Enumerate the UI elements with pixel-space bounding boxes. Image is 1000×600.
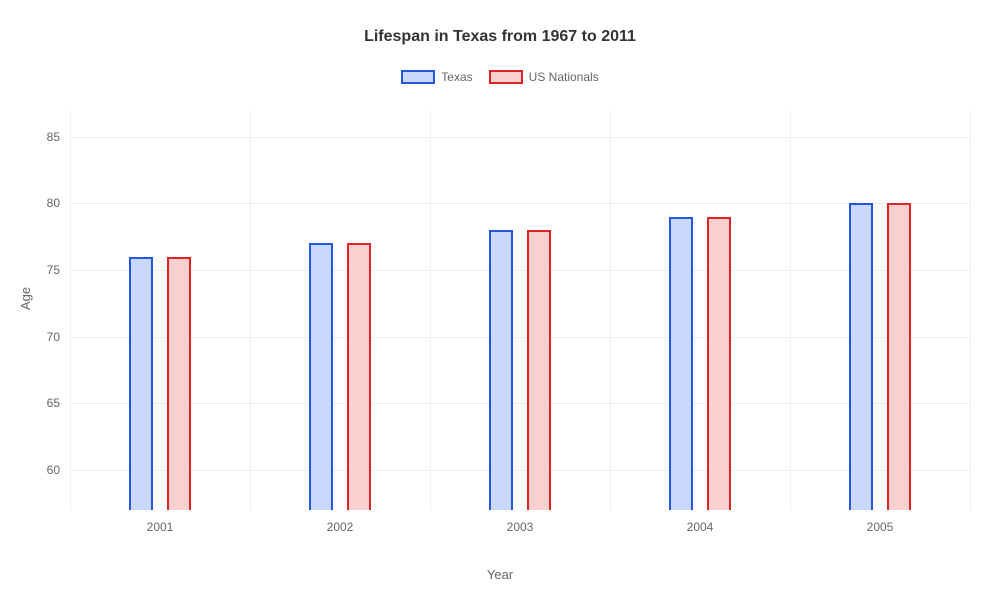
bar (167, 257, 191, 510)
y-tick-label: 60 (47, 463, 70, 477)
legend-swatch-texas (401, 70, 435, 84)
legend-label-texas: Texas (441, 70, 472, 84)
gridline-h (70, 337, 970, 338)
y-tick-label: 70 (47, 330, 70, 344)
x-tick-label: 2002 (327, 510, 354, 534)
bar (887, 203, 911, 510)
gridline-v (70, 110, 71, 510)
x-tick-label: 2004 (687, 510, 714, 534)
bar (707, 217, 731, 510)
legend: Texas US Nationals (0, 70, 1000, 84)
bar (129, 257, 153, 510)
legend-item-us: US Nationals (489, 70, 599, 84)
gridline-v (610, 110, 611, 510)
gridline-h (70, 203, 970, 204)
legend-label-us: US Nationals (529, 70, 599, 84)
y-tick-label: 75 (47, 263, 70, 277)
y-tick-label: 85 (47, 130, 70, 144)
y-axis-label: Age (18, 287, 33, 310)
x-tick-label: 2003 (507, 510, 534, 534)
x-tick-label: 2001 (147, 510, 174, 534)
x-tick-label: 2005 (867, 510, 894, 534)
legend-swatch-us (489, 70, 523, 84)
gridline-h (70, 270, 970, 271)
y-tick-label: 65 (47, 396, 70, 410)
bar (849, 203, 873, 510)
y-tick-label: 80 (47, 196, 70, 210)
bar (489, 230, 513, 510)
gridline-h (70, 470, 970, 471)
bar (347, 243, 371, 510)
gridline-v (970, 110, 971, 510)
x-axis-label: Year (487, 567, 513, 582)
gridline-h (70, 137, 970, 138)
gridline-h (70, 403, 970, 404)
gridline-v (250, 110, 251, 510)
gridline-v (430, 110, 431, 510)
bar (669, 217, 693, 510)
chart-title: Lifespan in Texas from 1967 to 2011 (0, 0, 1000, 46)
bar (309, 243, 333, 510)
bar (527, 230, 551, 510)
legend-item-texas: Texas (401, 70, 472, 84)
plot-area: 60657075808520012002200320042005 (70, 110, 970, 510)
gridline-v (790, 110, 791, 510)
